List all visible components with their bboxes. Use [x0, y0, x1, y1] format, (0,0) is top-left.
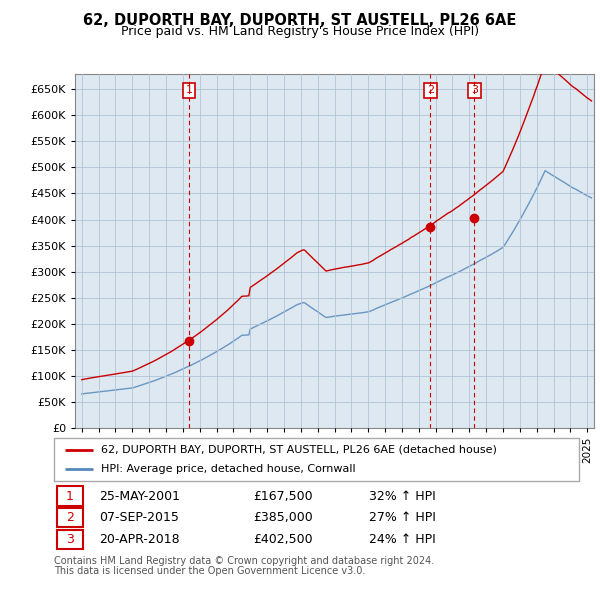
- Text: This data is licensed under the Open Government Licence v3.0.: This data is licensed under the Open Gov…: [54, 566, 365, 576]
- Text: 3: 3: [471, 86, 478, 96]
- Text: 07-SEP-2015: 07-SEP-2015: [98, 511, 179, 524]
- Text: £385,000: £385,000: [254, 511, 313, 524]
- Text: 2: 2: [427, 86, 434, 96]
- Text: HPI: Average price, detached house, Cornwall: HPI: Average price, detached house, Corn…: [101, 464, 356, 474]
- FancyBboxPatch shape: [56, 530, 83, 549]
- Text: 1: 1: [66, 490, 74, 503]
- FancyBboxPatch shape: [56, 508, 83, 527]
- Text: 1: 1: [185, 86, 193, 96]
- FancyBboxPatch shape: [56, 486, 83, 506]
- Text: Contains HM Land Registry data © Crown copyright and database right 2024.: Contains HM Land Registry data © Crown c…: [54, 556, 434, 566]
- Text: 27% ↑ HPI: 27% ↑ HPI: [369, 511, 436, 524]
- Text: 20-APR-2018: 20-APR-2018: [98, 533, 179, 546]
- Text: £167,500: £167,500: [254, 490, 313, 503]
- Text: 2: 2: [66, 511, 74, 524]
- Text: 32% ↑ HPI: 32% ↑ HPI: [369, 490, 436, 503]
- Text: 62, DUPORTH BAY, DUPORTH, ST AUSTELL, PL26 6AE (detached house): 62, DUPORTH BAY, DUPORTH, ST AUSTELL, PL…: [101, 445, 497, 455]
- Text: £402,500: £402,500: [254, 533, 313, 546]
- Text: 24% ↑ HPI: 24% ↑ HPI: [369, 533, 436, 546]
- Text: 62, DUPORTH BAY, DUPORTH, ST AUSTELL, PL26 6AE: 62, DUPORTH BAY, DUPORTH, ST AUSTELL, PL…: [83, 13, 517, 28]
- Text: Price paid vs. HM Land Registry's House Price Index (HPI): Price paid vs. HM Land Registry's House …: [121, 25, 479, 38]
- Text: 25-MAY-2001: 25-MAY-2001: [98, 490, 179, 503]
- FancyBboxPatch shape: [54, 438, 579, 481]
- Text: 3: 3: [66, 533, 74, 546]
